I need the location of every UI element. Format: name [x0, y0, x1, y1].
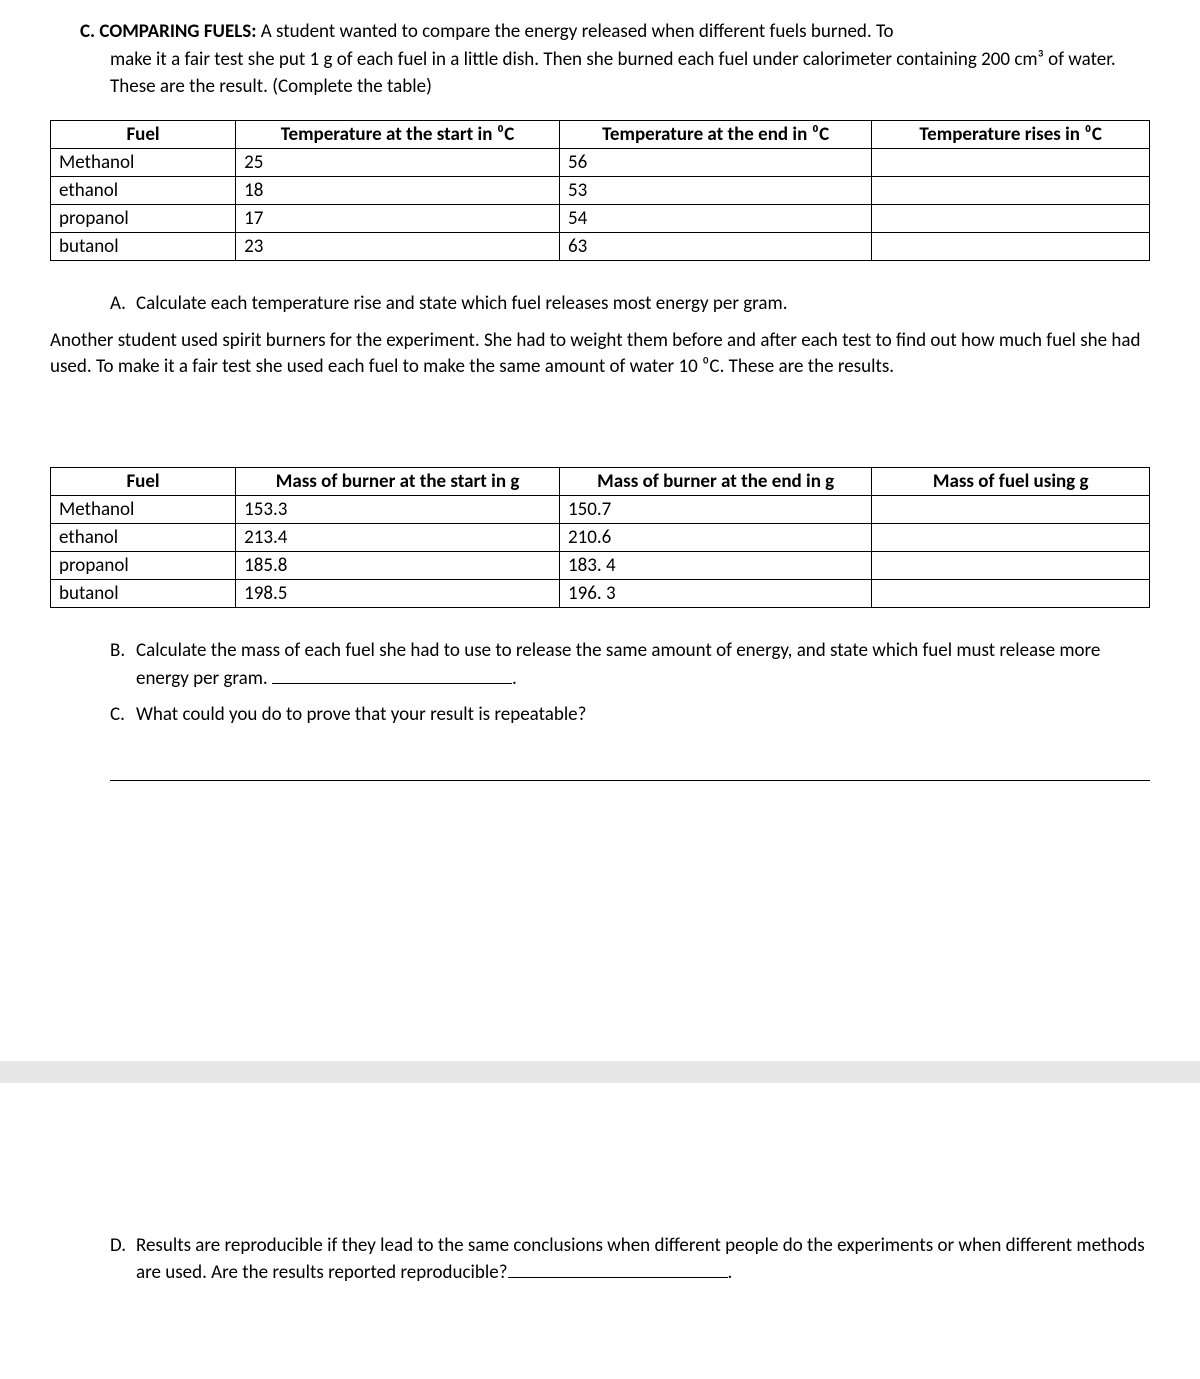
cell: 183. 4 [560, 551, 872, 579]
paragraph-second-student: Another student used spirit burners for … [50, 328, 1150, 381]
table-row: propanol 17 54 [51, 205, 1150, 233]
question-a: A.Calculate each temperature rise and st… [86, 291, 1150, 318]
table-row: Methanol 153.3 150.7 [51, 495, 1150, 523]
temperature-table: Fuel Temperature at the start in ⁰C Temp… [50, 120, 1150, 261]
table-row: ethanol 213.4 210.6 [51, 523, 1150, 551]
col-header-end: Temperature at the end in ⁰C [560, 121, 872, 149]
col-header-rise: Temperature rises in ⁰C [872, 121, 1150, 149]
cell: propanol [51, 551, 236, 579]
cell-blank[interactable] [872, 205, 1150, 233]
cell: butanol [51, 233, 236, 261]
cell: 210.6 [560, 523, 872, 551]
cell: Methanol [51, 495, 236, 523]
table-row: butanol 198.5 196. 3 [51, 579, 1150, 607]
table-row: butanol 23 63 [51, 233, 1150, 261]
worksheet-page: C. COMPARING FUELS: A student wanted to … [0, 0, 1200, 1337]
section-heading: C. COMPARING FUELS: A student wanted to … [50, 20, 1150, 43]
cell: butanol [51, 579, 236, 607]
cell: 56 [560, 149, 872, 177]
cell: 17 [236, 205, 560, 233]
cell-blank[interactable] [872, 523, 1150, 551]
question-d: D.Results are reproducible if they lead … [86, 1233, 1150, 1287]
col-header-mass-start: Mass of burner at the start in g [236, 467, 560, 495]
cell: 53 [560, 177, 872, 205]
heading-body: make it a fair test she put 1 g of each … [50, 47, 1150, 100]
table-header-row: Fuel Mass of burner at the start in g Ma… [51, 467, 1150, 495]
cell: ethanol [51, 177, 236, 205]
cell: 23 [236, 233, 560, 261]
cell-blank[interactable] [872, 579, 1150, 607]
cell: 54 [560, 205, 872, 233]
grey-band [0, 1061, 1200, 1083]
cell-blank[interactable] [872, 177, 1150, 205]
cell: ethanol [51, 523, 236, 551]
col-header-fuel: Fuel [51, 121, 236, 149]
table-row: propanol 185.8 183. 4 [51, 551, 1150, 579]
question-c: C.What could you do to prove that your r… [86, 702, 1150, 729]
cell: 198.5 [236, 579, 560, 607]
cell-blank[interactable] [872, 551, 1150, 579]
answer-blank[interactable] [272, 665, 512, 684]
question-letter: D. [110, 1233, 136, 1260]
table-row: ethanol 18 53 [51, 177, 1150, 205]
cell-blank[interactable] [872, 149, 1150, 177]
question-text: What could you do to prove that your res… [136, 703, 586, 726]
col-header-start: Temperature at the start in ⁰C [236, 121, 560, 149]
cell: Methanol [51, 149, 236, 177]
answer-line[interactable] [110, 753, 1150, 781]
col-header-fuel: Fuel [51, 467, 236, 495]
cell: 63 [560, 233, 872, 261]
cell: 196. 3 [560, 579, 872, 607]
question-letter: A. [110, 291, 136, 318]
question-text-end: . [728, 1261, 733, 1284]
question-text: Calculate each temperature rise and stat… [136, 292, 788, 315]
mass-table: Fuel Mass of burner at the start in g Ma… [50, 467, 1150, 608]
question-b: B.Calculate the mass of each fuel she ha… [86, 638, 1150, 692]
cell: 18 [236, 177, 560, 205]
heading-label: C. COMPARING FUELS: [80, 20, 256, 43]
heading-intro: A student wanted to compare the energy r… [256, 20, 893, 43]
cell: 25 [236, 149, 560, 177]
cell: propanol [51, 205, 236, 233]
question-text-end: . [512, 667, 517, 690]
table-row: Methanol 25 56 [51, 149, 1150, 177]
col-header-mass-used: Mass of fuel using g [872, 467, 1150, 495]
cell-blank[interactable] [872, 495, 1150, 523]
question-letter: B. [110, 638, 136, 665]
cell: 153.3 [236, 495, 560, 523]
col-header-mass-end: Mass of burner at the end in g [560, 467, 872, 495]
question-letter: C. [110, 702, 136, 729]
cell: 150.7 [560, 495, 872, 523]
cell-blank[interactable] [872, 233, 1150, 261]
cell: 213.4 [236, 523, 560, 551]
cell: 185.8 [236, 551, 560, 579]
answer-blank[interactable] [508, 1259, 728, 1278]
table-header-row: Fuel Temperature at the start in ⁰C Temp… [51, 121, 1150, 149]
